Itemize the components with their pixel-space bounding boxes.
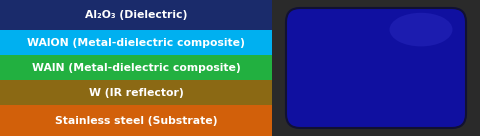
- FancyBboxPatch shape: [286, 8, 466, 128]
- Bar: [0, 80, 272, 105]
- Text: Stainless steel (Substrate): Stainless steel (Substrate): [55, 116, 217, 126]
- Ellipse shape: [389, 13, 453, 46]
- Text: WAlN (Metal-dielectric composite): WAlN (Metal-dielectric composite): [32, 63, 240, 73]
- Bar: [0, 55, 272, 80]
- Text: W (IR reflector): W (IR reflector): [89, 88, 183, 98]
- Bar: [0, 30, 272, 55]
- Text: WAlON (Metal-dielectric composite): WAlON (Metal-dielectric composite): [27, 38, 245, 47]
- Bar: [272, 0, 480, 136]
- Bar: [0, 0, 272, 30]
- Bar: [0, 105, 272, 136]
- Text: Al₂O₃ (Dielectric): Al₂O₃ (Dielectric): [85, 10, 187, 20]
